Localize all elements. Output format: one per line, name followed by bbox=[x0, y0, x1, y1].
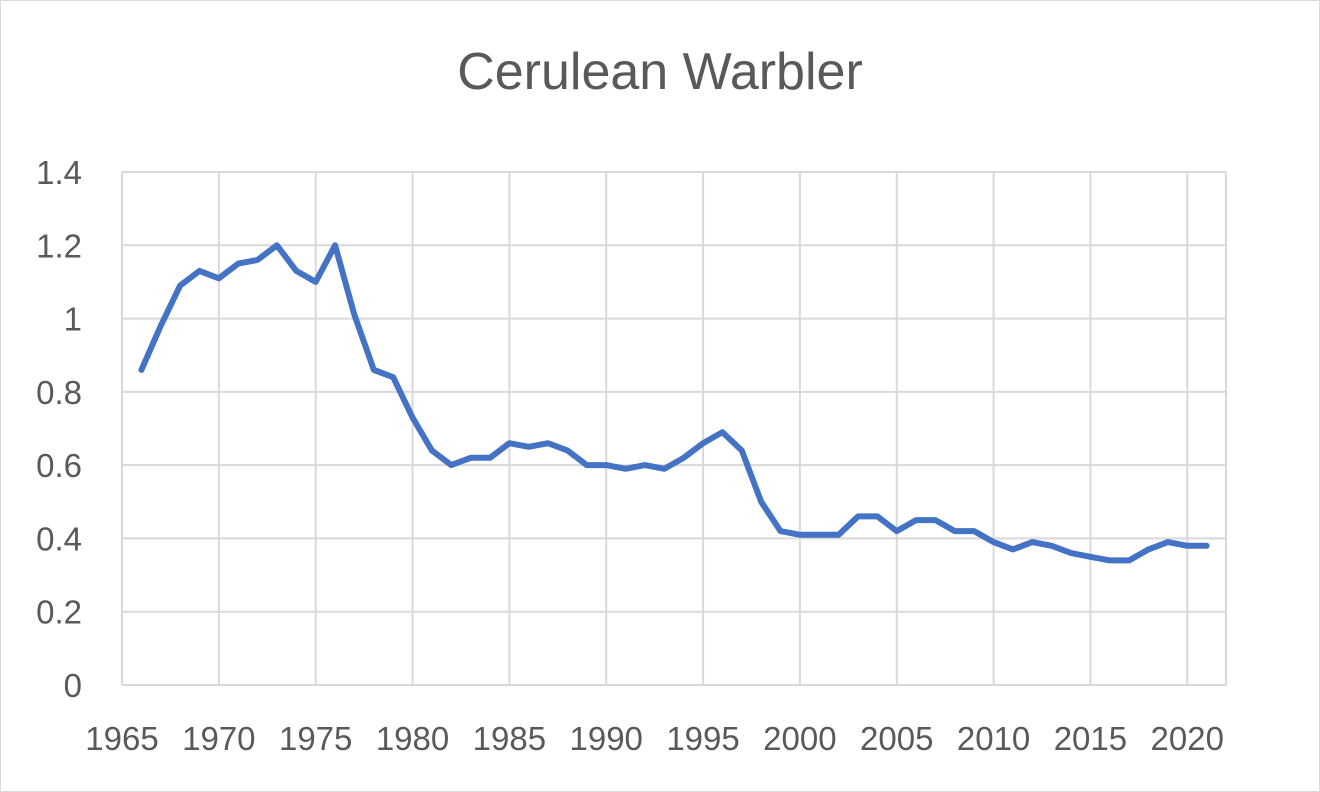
x-tick-label-1980: 1980 bbox=[376, 720, 449, 757]
x-axis-tick-labels: 1965 1970 1975 1980 1985 1990 1995 2000 2005 2010… bbox=[85, 720, 1224, 757]
y-tick-label-0.6: 0.6 bbox=[36, 447, 82, 484]
x-tick-label-1995: 1995 bbox=[666, 720, 739, 757]
y-tick-label-0.2: 0.2 bbox=[36, 594, 82, 631]
y-tick-label-0.8: 0.8 bbox=[36, 374, 82, 411]
x-tick-label-2000: 2000 bbox=[763, 720, 836, 757]
x-tick-label-2010: 2010 bbox=[957, 720, 1030, 757]
y-axis-tick-labels: 0 0.2 0.4 0.6 0.8 1 1.2 1.4 bbox=[36, 154, 82, 704]
horizontal-gridlines bbox=[122, 171, 1226, 686]
x-tick-label-1970: 1970 bbox=[182, 720, 255, 757]
y-tick-label-1.4: 1.4 bbox=[36, 154, 82, 191]
x-tick-label-1965: 1965 bbox=[85, 720, 158, 757]
x-tick-label-1975: 1975 bbox=[279, 720, 352, 757]
x-tick-label-2015: 2015 bbox=[1054, 720, 1127, 757]
x-tick-label-1990: 1990 bbox=[569, 720, 642, 757]
y-tick-label-0.4: 0.4 bbox=[36, 520, 82, 557]
x-tick-label-2005: 2005 bbox=[860, 720, 933, 757]
series-line-0 bbox=[138, 242, 1210, 564]
series-group bbox=[138, 242, 1210, 564]
chart-title: Cerulean Warbler bbox=[457, 43, 863, 101]
y-tick-label-1: 1 bbox=[64, 301, 82, 338]
y-tick-label-1.2: 1.2 bbox=[36, 227, 82, 264]
y-tick-label-0: 0 bbox=[64, 667, 82, 704]
x-tick-label-2020: 2020 bbox=[1151, 720, 1224, 757]
x-tick-label-1985: 1985 bbox=[473, 720, 546, 757]
vertical-gridlines bbox=[121, 172, 1227, 685]
